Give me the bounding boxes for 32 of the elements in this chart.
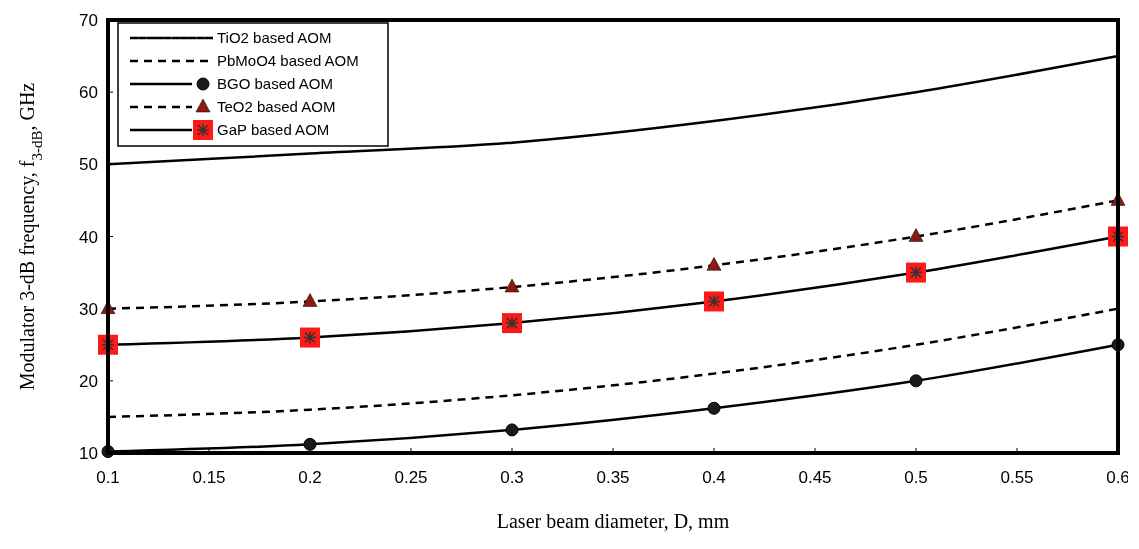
x-tick-label: 0.3 — [500, 468, 524, 487]
legend-label: BGO based AOM — [217, 75, 333, 92]
x-tick-label: 0.25 — [394, 468, 428, 487]
point — [908, 228, 924, 242]
legend-label: TeO2 based AOM — [217, 98, 336, 115]
legend-label: PbMoO4 based AOM — [217, 52, 359, 69]
point — [502, 313, 522, 334]
y-tick-label: 60 — [79, 83, 98, 103]
x-tick-label: 0.2 — [298, 468, 322, 487]
y-tick-label: 30 — [79, 299, 98, 319]
x-tick-label: 0.1 — [96, 468, 120, 487]
y-tick-label: 20 — [79, 371, 98, 391]
y-tick-label: 50 — [79, 155, 98, 175]
point — [707, 401, 721, 415]
x-tick-label: 0.45 — [798, 468, 832, 487]
point — [302, 293, 318, 307]
x-tick-label: 0.15 — [192, 468, 226, 487]
y-tick-label: 70 — [79, 11, 98, 30]
x-tick-label: 0.35 — [596, 468, 630, 487]
legend-label: TiO2 based AOM — [217, 29, 332, 46]
x-tick-label: 0.4 — [702, 468, 726, 487]
point — [504, 278, 520, 293]
point — [303, 437, 317, 451]
y-tick-label: 40 — [79, 227, 98, 247]
x-tick-label: 0.5 — [904, 468, 928, 487]
point — [909, 374, 923, 388]
legend-label: GaP based AOM — [217, 121, 330, 138]
x-tick-label: 0.55 — [1000, 468, 1034, 487]
x-axis-title: Laser beam diameter, D, mm — [496, 510, 730, 532]
point — [505, 423, 519, 437]
y-tick-label: 10 — [79, 444, 98, 463]
point — [706, 257, 722, 271]
